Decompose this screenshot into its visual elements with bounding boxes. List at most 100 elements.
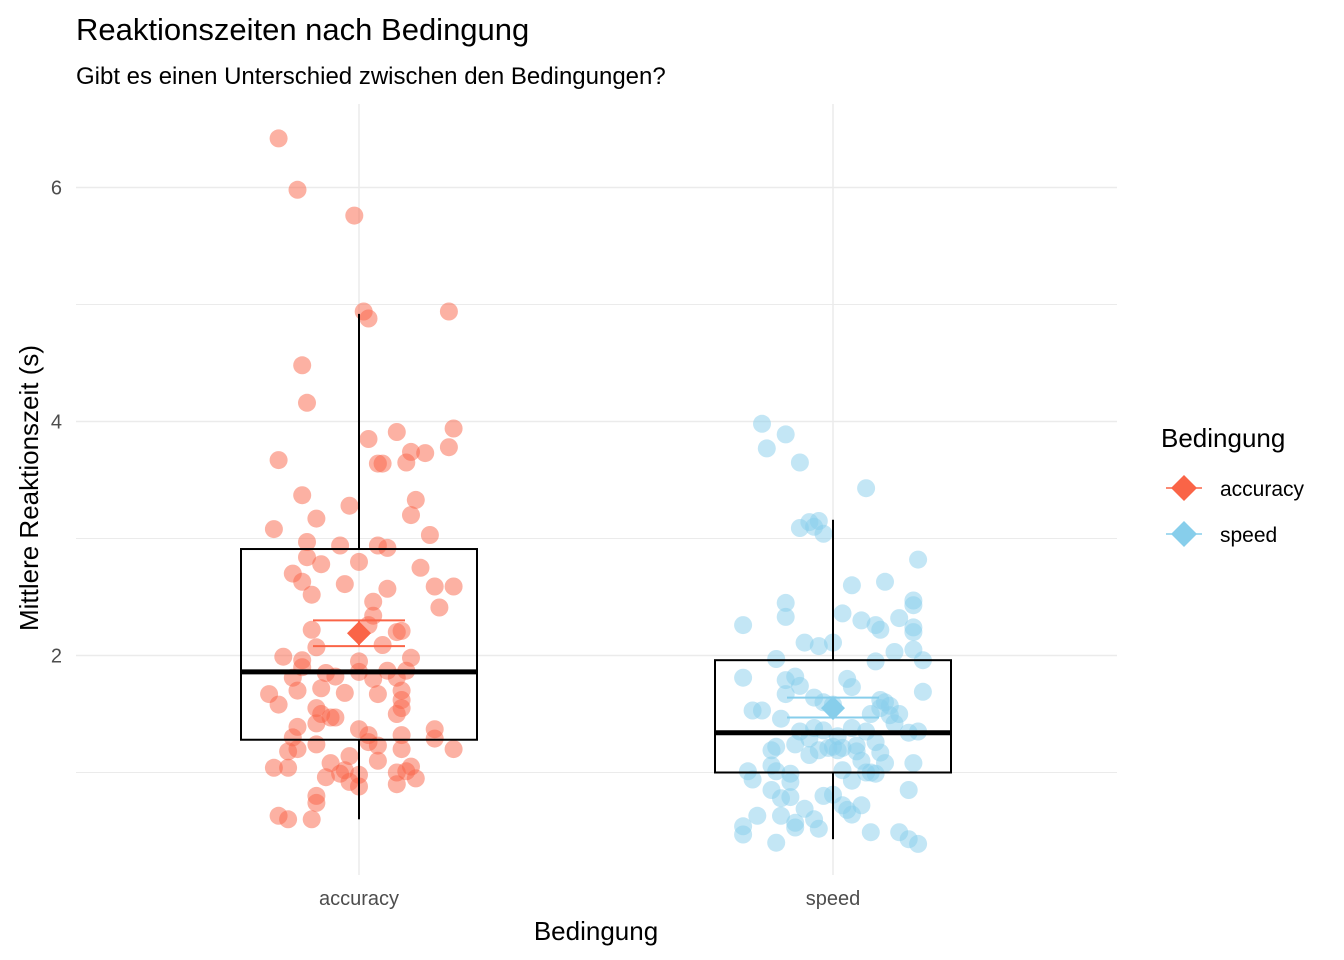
grid bbox=[76, 104, 1117, 875]
data-point bbox=[904, 623, 923, 642]
data-point bbox=[790, 676, 809, 695]
data-point bbox=[781, 788, 800, 807]
legend-label: speed bbox=[1220, 524, 1277, 547]
data-point bbox=[842, 805, 861, 824]
data-point bbox=[350, 552, 368, 571]
data-point bbox=[430, 598, 449, 617]
data-point bbox=[814, 786, 833, 805]
data-point bbox=[852, 611, 871, 630]
data-point bbox=[861, 705, 880, 723]
data-point bbox=[767, 650, 786, 668]
data-point bbox=[772, 709, 790, 728]
data-point bbox=[264, 520, 283, 539]
y-tick-label: 2 bbox=[51, 646, 62, 668]
data-point bbox=[307, 735, 326, 754]
data-point bbox=[335, 683, 354, 702]
data-point bbox=[913, 682, 932, 701]
data-point bbox=[340, 747, 359, 766]
data-point bbox=[876, 572, 894, 591]
data-point bbox=[378, 579, 397, 598]
data-point bbox=[781, 772, 800, 791]
data-point bbox=[857, 479, 876, 498]
axis-ticks: 2 4 6 accuracy speed bbox=[51, 178, 860, 911]
data-point bbox=[368, 685, 387, 704]
data-point bbox=[753, 414, 771, 433]
data-point bbox=[439, 302, 458, 321]
mean-diamond bbox=[821, 696, 845, 721]
data-point bbox=[298, 548, 316, 567]
data-point bbox=[288, 180, 307, 199]
data-point bbox=[890, 609, 909, 628]
data-point bbox=[368, 751, 387, 770]
data-point bbox=[307, 509, 326, 528]
data-point bbox=[264, 758, 283, 777]
data-point bbox=[767, 833, 786, 852]
data-point bbox=[288, 740, 307, 759]
data-point bbox=[279, 810, 298, 829]
data-point bbox=[909, 834, 928, 853]
legend-key-diamond bbox=[1171, 475, 1197, 501]
data-point bbox=[298, 393, 316, 412]
data-point bbox=[411, 558, 430, 577]
data-point bbox=[402, 506, 420, 525]
data-point bbox=[302, 810, 321, 829]
data-point bbox=[885, 714, 904, 733]
data-point bbox=[335, 575, 354, 594]
data-point bbox=[743, 770, 762, 789]
boxplots bbox=[240, 313, 952, 840]
data-point bbox=[302, 620, 321, 639]
data-point bbox=[776, 685, 795, 704]
mean-markers bbox=[313, 619, 879, 721]
data-point bbox=[861, 823, 880, 842]
data-point bbox=[734, 668, 753, 687]
data-point bbox=[909, 550, 928, 569]
data-point bbox=[378, 538, 397, 557]
data-point bbox=[359, 309, 378, 328]
data-point bbox=[302, 585, 321, 604]
data-point bbox=[842, 771, 861, 790]
data-point bbox=[373, 636, 392, 654]
data-point bbox=[326, 708, 345, 727]
legend-key-diamond bbox=[1171, 521, 1197, 547]
data-point bbox=[809, 637, 828, 656]
data-point bbox=[307, 714, 326, 733]
data-point bbox=[368, 736, 387, 755]
data-point bbox=[425, 577, 444, 596]
data-point bbox=[269, 451, 288, 470]
data-point bbox=[406, 769, 425, 788]
data-point bbox=[762, 741, 781, 760]
data-point bbox=[392, 621, 411, 640]
data-point bbox=[904, 754, 923, 773]
data-point bbox=[786, 813, 805, 832]
data-point bbox=[293, 572, 312, 591]
data-point bbox=[444, 740, 463, 759]
legend-item-speed: speed bbox=[1166, 521, 1277, 547]
data-point bbox=[392, 699, 411, 718]
legend-item-accuracy: accuracy bbox=[1166, 475, 1305, 501]
data-point bbox=[274, 647, 293, 666]
data-point bbox=[753, 701, 771, 720]
data-point bbox=[269, 129, 288, 148]
plot-panel: 2 4 6 accuracy speed bbox=[51, 104, 1117, 910]
data-point bbox=[402, 442, 420, 461]
data-point bbox=[293, 356, 312, 375]
x-tick-label: speed bbox=[806, 888, 861, 910]
data-point bbox=[298, 533, 316, 551]
data-point bbox=[842, 678, 861, 697]
data-point bbox=[904, 596, 923, 615]
data-point bbox=[269, 695, 288, 714]
data-point bbox=[734, 825, 753, 844]
data-point bbox=[288, 681, 307, 700]
data-point bbox=[293, 486, 312, 505]
legend: Bedingung accuracy speed bbox=[1161, 423, 1305, 547]
data-point bbox=[406, 490, 425, 509]
data-point bbox=[444, 419, 463, 438]
data-point bbox=[331, 536, 350, 555]
data-point bbox=[866, 652, 885, 671]
data-point bbox=[795, 633, 814, 652]
chart-subtitle: Gibt es einen Unterschied zwischen den B… bbox=[76, 63, 666, 90]
data-point bbox=[316, 768, 335, 787]
data-point bbox=[772, 806, 790, 825]
data-point bbox=[899, 781, 918, 799]
